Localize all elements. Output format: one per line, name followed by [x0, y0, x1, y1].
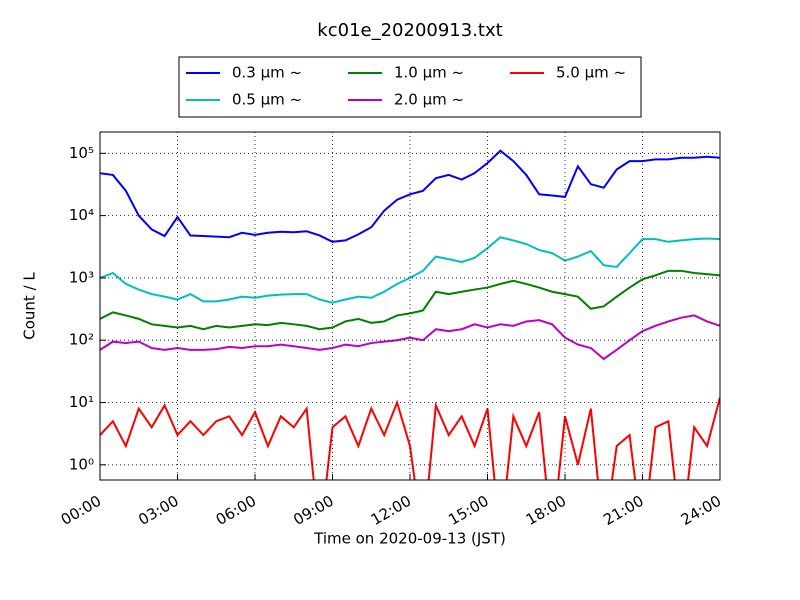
- y-tick-label: 10³: [69, 268, 94, 286]
- y-tick-label: 10⁴: [69, 206, 94, 224]
- legend: [178, 56, 642, 118]
- legend-label: 1.0 μm ~: [394, 64, 464, 82]
- chart-title: kc01e_20200913.txt: [317, 20, 502, 41]
- y-tick-label: 10¹: [69, 393, 94, 411]
- data-line: [100, 314, 720, 361]
- y-tick-label: 10²: [69, 331, 94, 349]
- x-axis-label: Time on 2020-09-13 (JST): [313, 530, 506, 548]
- plot-area: [100, 149, 720, 480]
- legend-label: 2.0 μm ~: [394, 91, 464, 109]
- data-line: [100, 397, 720, 480]
- legend-label: 0.5 μm ~: [232, 91, 302, 109]
- y-tick-label: 10⁰: [69, 455, 94, 473]
- y-tick-label: 10⁵: [69, 144, 94, 162]
- y-axis-label: Count / L: [21, 272, 39, 340]
- legend-label: 0.3 μm ~: [232, 64, 302, 82]
- data-line: [100, 149, 720, 243]
- data-line: [100, 269, 720, 331]
- data-line: [100, 236, 720, 304]
- legend-label: 5.0 μm ~: [556, 64, 626, 82]
